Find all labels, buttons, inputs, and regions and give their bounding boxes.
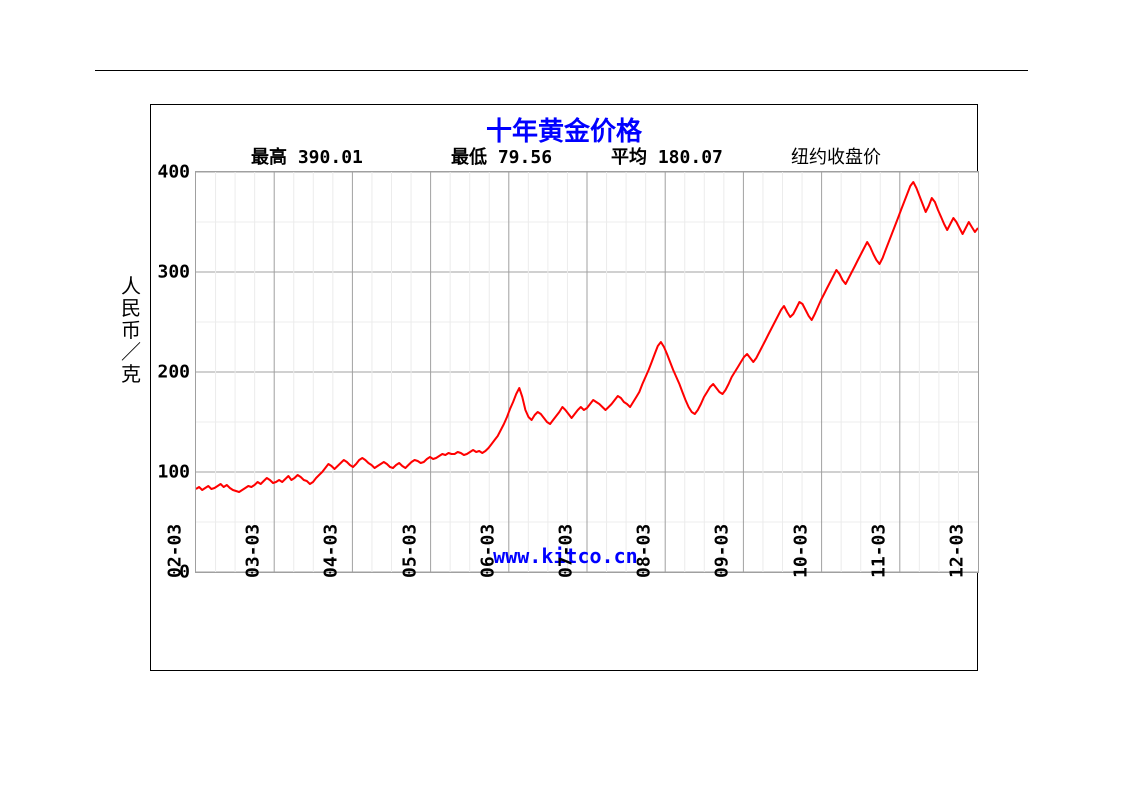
x-tick: 10-03 xyxy=(790,524,811,578)
x-tick: 11-03 xyxy=(868,524,889,578)
x-tick: 03-03 xyxy=(243,524,264,578)
y-tick: 200 xyxy=(157,362,190,383)
stat-avg: 平均 180.07 xyxy=(611,143,723,169)
x-tick: 12-03 xyxy=(947,524,968,578)
stat-high-value: 390.01 xyxy=(298,147,363,168)
x-tick: 04-03 xyxy=(321,524,342,578)
page: 十年黄金价格 最高 390.01 最低 79.56 平均 180.07 纽约收盘… xyxy=(0,0,1123,794)
x-tick: 08-03 xyxy=(634,524,655,578)
x-tick: 05-03 xyxy=(399,524,420,578)
y-axis-label: 人民币／克 xyxy=(121,275,141,385)
stat-high-label: 最高 xyxy=(251,147,287,168)
stat-avg-value: 180.07 xyxy=(658,147,723,168)
x-tick: 02-03 xyxy=(165,524,186,578)
plot-svg xyxy=(196,172,978,572)
x-tick: 06-03 xyxy=(477,524,498,578)
y-tick: 300 xyxy=(157,262,190,283)
chart-container: 十年黄金价格 最高 390.01 最低 79.56 平均 180.07 纽约收盘… xyxy=(150,104,978,671)
stat-source-label: 纽约收盘价 xyxy=(791,143,881,169)
stat-high: 最高 390.01 xyxy=(251,143,363,169)
stat-low-value: 79.56 xyxy=(498,147,552,168)
stat-low: 最低 79.56 xyxy=(451,143,552,169)
stat-low-label: 最低 xyxy=(451,147,487,168)
header-rule xyxy=(95,70,1028,71)
y-tick: 100 xyxy=(157,462,190,483)
plot-area: www.kitco.cn 010020030040002-0303-0304-0… xyxy=(195,171,979,573)
x-tick: 09-03 xyxy=(712,524,733,578)
stat-avg-label: 平均 xyxy=(611,147,647,168)
y-tick: 400 xyxy=(157,162,190,183)
x-tick: 07-03 xyxy=(556,524,577,578)
